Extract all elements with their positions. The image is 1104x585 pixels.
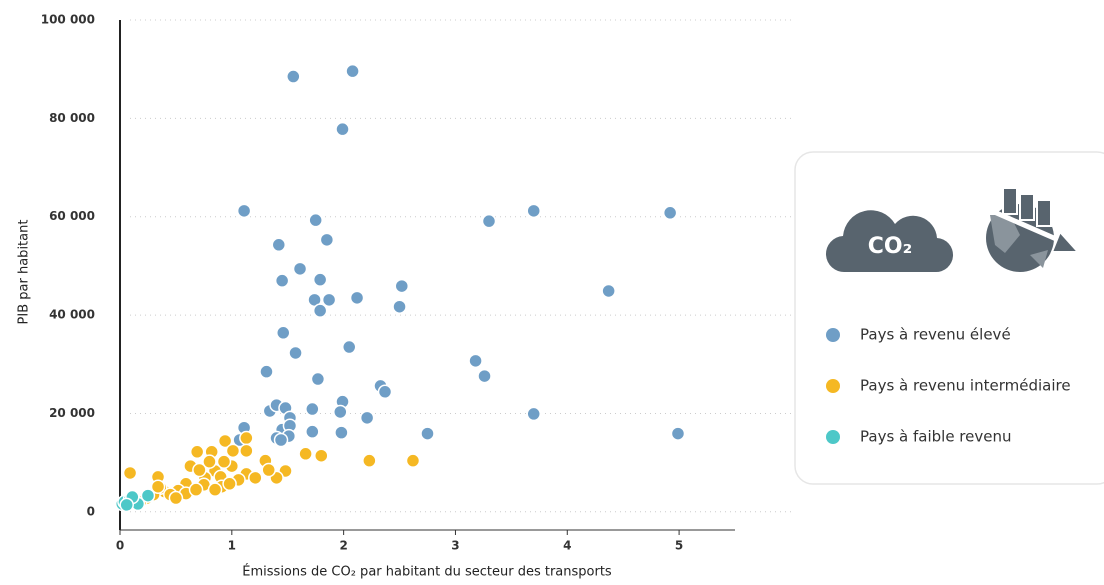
icon-label: CO₂ [868, 234, 912, 259]
point [601, 283, 616, 299]
point [477, 368, 492, 384]
point [273, 432, 289, 448]
point [298, 446, 313, 462]
point [122, 465, 138, 481]
point [345, 63, 360, 79]
point [310, 371, 326, 387]
legend-marker [826, 430, 840, 444]
point [119, 497, 134, 513]
y-tick-label: 40 000 [49, 308, 95, 322]
point [217, 433, 233, 449]
x-tick-label: 1 [228, 539, 236, 553]
point [334, 425, 349, 440]
point [314, 448, 329, 463]
point [274, 273, 290, 288]
legend-marker [826, 379, 840, 393]
point [248, 470, 263, 486]
point [189, 444, 205, 460]
x-tick-label: 2 [339, 539, 347, 553]
point [394, 278, 410, 294]
point [168, 490, 184, 506]
point [305, 424, 320, 439]
legend-label: Pays à faible revenu [860, 428, 1012, 446]
point [670, 426, 686, 441]
point [335, 121, 350, 137]
point [276, 325, 291, 341]
point [481, 213, 497, 229]
point [349, 290, 365, 306]
point [377, 384, 393, 400]
point [188, 482, 204, 497]
point [202, 454, 217, 469]
point [225, 443, 241, 459]
point [261, 462, 276, 478]
point [392, 299, 407, 314]
point [140, 488, 156, 503]
y-axis-label: PIB par habitant [17, 220, 32, 325]
y-tick-label: 60 000 [49, 209, 95, 223]
legend-label: Pays à revenu élevé [860, 326, 1011, 344]
point [312, 272, 328, 287]
point [236, 203, 252, 219]
x-tick-label: 5 [675, 539, 683, 553]
point [359, 410, 375, 426]
x-tick-label: 3 [451, 539, 459, 553]
y-tick-label: 20 000 [49, 406, 95, 420]
point [292, 261, 308, 277]
point [150, 479, 166, 494]
y-tick-label: 80 000 [49, 111, 95, 125]
point [420, 426, 435, 441]
point [192, 462, 207, 478]
point [362, 453, 377, 468]
point [239, 430, 254, 446]
point [308, 212, 323, 228]
x-tick-label: 0 [116, 539, 124, 553]
globe-icon [984, 187, 1081, 272]
point [259, 364, 274, 379]
point [526, 203, 541, 219]
co2-icon: CO₂ [825, 210, 954, 273]
point [288, 345, 303, 361]
point [286, 69, 301, 84]
point [207, 482, 223, 497]
point [239, 443, 254, 459]
legend-label: Pays à revenu intermédiaire [860, 377, 1071, 395]
point [333, 404, 348, 420]
point [341, 339, 357, 355]
x-axis-label: Émissions de CO₂ par habitant du secteur… [242, 564, 612, 580]
point [405, 453, 421, 468]
point [321, 292, 337, 308]
point [468, 353, 483, 369]
x-tick-label: 4 [563, 539, 571, 553]
point [271, 237, 287, 253]
point [222, 476, 237, 492]
point [216, 454, 232, 469]
legend-marker [826, 328, 840, 342]
point [312, 303, 328, 318]
point [526, 406, 541, 422]
y-tick-label: 0 [87, 504, 95, 518]
y-tick-label: 100 000 [41, 13, 95, 27]
point [662, 205, 678, 221]
point [319, 232, 335, 248]
point [305, 401, 320, 417]
